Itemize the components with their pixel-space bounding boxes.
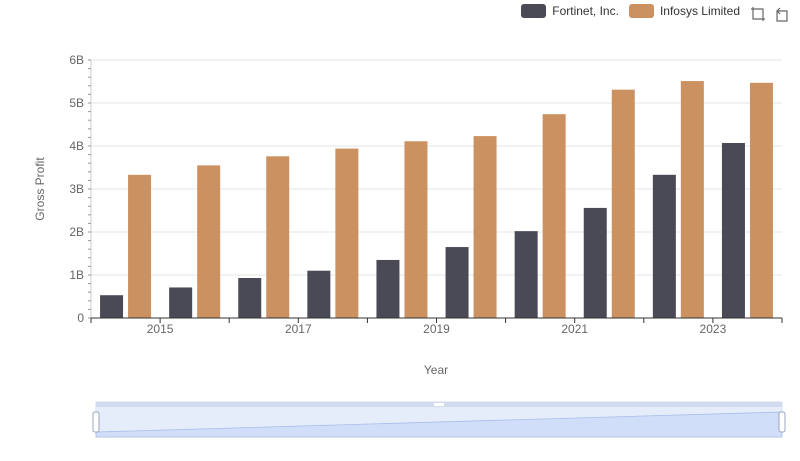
y-tick-label: 5B	[69, 96, 84, 110]
data-zoom-slider[interactable]	[92, 401, 786, 438]
legend-swatch-infosys	[628, 4, 654, 18]
y-axis: 0 1B 2B 3B 4B 5B 6B	[69, 53, 92, 325]
slider-preview-area	[95, 411, 783, 438]
bar-infosys-2015	[197, 165, 221, 318]
x-tick-label: 2021	[561, 322, 588, 336]
bar-fortinet-2020	[514, 231, 538, 318]
y-tick-label: 0	[77, 311, 84, 325]
legend-item-fortinet[interactable]: Fortinet, Inc.	[521, 4, 619, 18]
bar-fortinet-2016	[238, 278, 262, 318]
x-axis: 2015 2017 2019 2021 2023	[90, 317, 783, 336]
bar-fortinet-2022	[652, 174, 676, 318]
y-tick-label: 6B	[69, 53, 84, 67]
toolbox	[750, 6, 790, 22]
y-axis-label: Gross Profit	[33, 157, 47, 221]
bar-infosys-2018	[404, 141, 428, 318]
x-axis-label: Year	[424, 363, 448, 377]
slider-handle-left[interactable]	[92, 411, 100, 433]
y-tick-label: 3B	[69, 182, 84, 196]
slider-drag-grip[interactable]	[434, 403, 444, 406]
bar-infosys-2019	[473, 136, 497, 318]
bar-fortinet-2015	[169, 287, 193, 318]
bar-infosys-2014	[128, 174, 152, 318]
x-tick-label: 2023	[700, 322, 727, 336]
bar-infosys-2020	[542, 114, 566, 319]
x-tick-label: 2017	[285, 322, 312, 336]
bar-infosys-2017	[335, 148, 359, 318]
bar-infosys-2022	[680, 81, 704, 318]
bar-fortinet-2017	[307, 270, 331, 318]
bar-infosys-2023	[749, 82, 773, 318]
bar-fortinet-2019	[445, 247, 469, 318]
legend-label-fortinet: Fortinet, Inc.	[552, 4, 619, 18]
legend: Fortinet, Inc. Infosys Limited	[521, 4, 740, 18]
restore-icon[interactable]	[774, 6, 790, 22]
bar-fortinet-2018	[376, 259, 400, 318]
bars	[100, 81, 773, 319]
legend-label-infosys: Infosys Limited	[659, 4, 740, 18]
x-tick-label: 2019	[423, 322, 450, 336]
grid-lines	[91, 59, 782, 276]
y-tick-label: 1B	[69, 268, 84, 282]
zoom-area-icon[interactable]	[750, 6, 766, 22]
legend-item-infosys[interactable]: Infosys Limited	[628, 4, 740, 18]
bar-fortinet-2021	[583, 207, 607, 318]
legend-swatch-fortinet	[521, 4, 547, 18]
y-tick-label: 4B	[69, 139, 84, 153]
slider-handle-right[interactable]	[778, 411, 786, 433]
y-tick-label: 2B	[69, 225, 84, 239]
bar-infosys-2016	[266, 156, 290, 318]
bar-infosys-2021	[611, 89, 635, 318]
bar-fortinet-2014	[100, 295, 124, 318]
x-tick-label: 2015	[147, 322, 174, 336]
bar-fortinet-2023	[721, 142, 745, 318]
